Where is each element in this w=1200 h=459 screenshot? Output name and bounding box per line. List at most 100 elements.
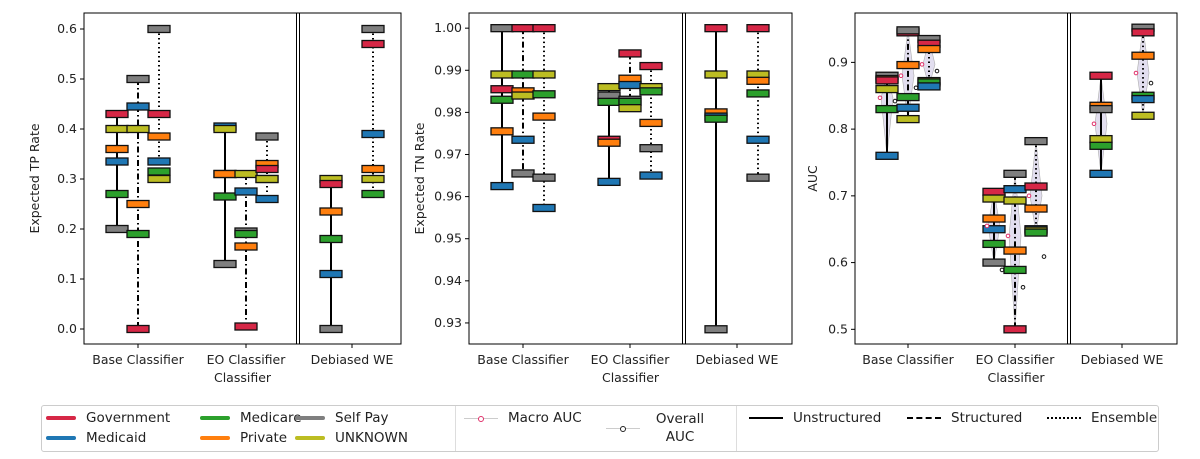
marker-government [1089,71,1113,80]
marker-self-pay [319,324,343,334]
y-axis-label: AUC [805,165,820,192]
legend-item-government: Government [46,410,170,426]
marker-self-pay [1003,169,1027,178]
macro-auc-point [877,95,883,101]
marker-unknown [1003,196,1027,205]
marker-government [875,76,899,85]
chart-svg: 0.0 0.1 0.2 0.3 0.4 0.5 0.6 Base Classifier EO C… [27,12,1178,385]
marker-medicare [234,229,258,239]
y-tick-label: 0.8 [828,121,848,136]
y-tick-label: 0.7 [828,188,848,203]
marker-private [213,169,237,179]
marker-self-pay [213,259,237,269]
marker-unknown [234,169,258,179]
marker-self-pay [532,173,556,182]
legend-item-unstructured: Unstructured [749,410,881,426]
marker-government [1003,325,1027,334]
legend-label: Structured [951,410,1023,426]
marker-medicaid [1003,185,1027,194]
marker-government [704,24,728,33]
legend-item-overall-auc: Overall AUC [606,410,710,446]
y-tick-label: 0.3 [57,171,77,186]
marker-medicare [746,89,770,98]
legend-item-structured: Structured [907,410,1022,426]
medicaid-swatch [46,436,76,440]
legend-item-self-pay: Self Pay [295,410,388,426]
marker-medicaid [597,177,621,187]
y-tick-label: 0.97 [434,146,462,161]
group-structured [618,49,642,113]
group-ensemble [746,24,770,182]
marker-unknown [618,104,642,113]
marker-medicaid [147,157,171,166]
y-tick-label: 0.6 [828,255,848,270]
x-axis-label: Classifier [987,370,1045,385]
marker-self-pay [105,224,129,234]
marker-medicare [875,104,899,114]
marker-government [1024,182,1048,191]
group-ensemble [532,24,556,213]
marker-medicaid [490,181,514,191]
y-tick-label: 0.2 [57,221,77,236]
group-ensemble [917,34,941,91]
group-unstructured [213,122,237,269]
marker-government [490,85,514,94]
y-tick-label: 1.00 [434,20,462,35]
marker-medicaid [255,194,279,204]
marker-private [319,207,343,216]
y-tick-label: 0.94 [434,273,462,288]
macro-auc-point [984,223,990,229]
overall-auc-point [1041,254,1047,259]
panel-3: 0.5 0.6 0.7 0.8 0.9 Base Classifier EO Classif… [805,12,1178,385]
marker-medicare [319,234,343,244]
marker-medicaid [639,171,663,180]
legend-item-medicaid: Medicaid [46,430,146,446]
marker-medicare [361,189,385,199]
legend-item-private: Private [200,430,287,446]
group-ensemble [255,132,279,204]
group-unstructured [319,174,343,334]
axes-frame [854,12,1178,345]
y-tick-label: 0.6 [57,21,77,36]
overall-auc-point [1148,80,1154,86]
marker-medicare [147,167,171,176]
x-axis-label: Classifier [214,370,272,385]
marker-government [639,61,663,71]
marker-unknown [255,174,279,184]
marker-self-pay [126,74,150,84]
macro-auc-point [1026,193,1032,199]
marker-medicare [126,229,150,239]
marker-self-pay [639,144,663,153]
marker-medicare [1003,265,1027,275]
dashdot-line-icon [907,417,941,419]
marker-unknown [875,84,899,94]
medicare-swatch [200,416,230,420]
marker-medicaid [746,135,770,144]
legend-lines: Unstructured Structured Ensemble [737,406,1158,451]
legend-payers: Government Medicaid Medicare Private Sel… [42,406,456,451]
marker-government [532,24,556,33]
macro-auc-point [1005,233,1011,239]
marker-private [105,144,129,154]
x-tick-label: Base Classifier [862,352,954,367]
legend-item-medicare: Medicare [200,410,302,426]
marker-unknown [511,91,535,100]
self-pay-swatch [295,416,325,420]
legend-label: Unstructured [793,410,882,426]
marker-medicare [105,189,129,199]
marker-private [982,214,1006,223]
marker-medicare [982,239,1006,249]
marker-government [746,24,770,33]
marker-medicare [597,97,621,107]
group-ensemble [147,24,171,184]
solid-line-icon [749,417,783,419]
group-structured [126,74,150,334]
marker-self-pay [1024,136,1048,146]
y-axis-label: Expected TP Rate [27,123,42,233]
marker-private [490,127,514,136]
legend-label: Macro AUC [508,410,582,426]
marker-government [618,49,642,58]
group-ensemble [361,24,385,199]
marker-unknown [532,70,556,79]
